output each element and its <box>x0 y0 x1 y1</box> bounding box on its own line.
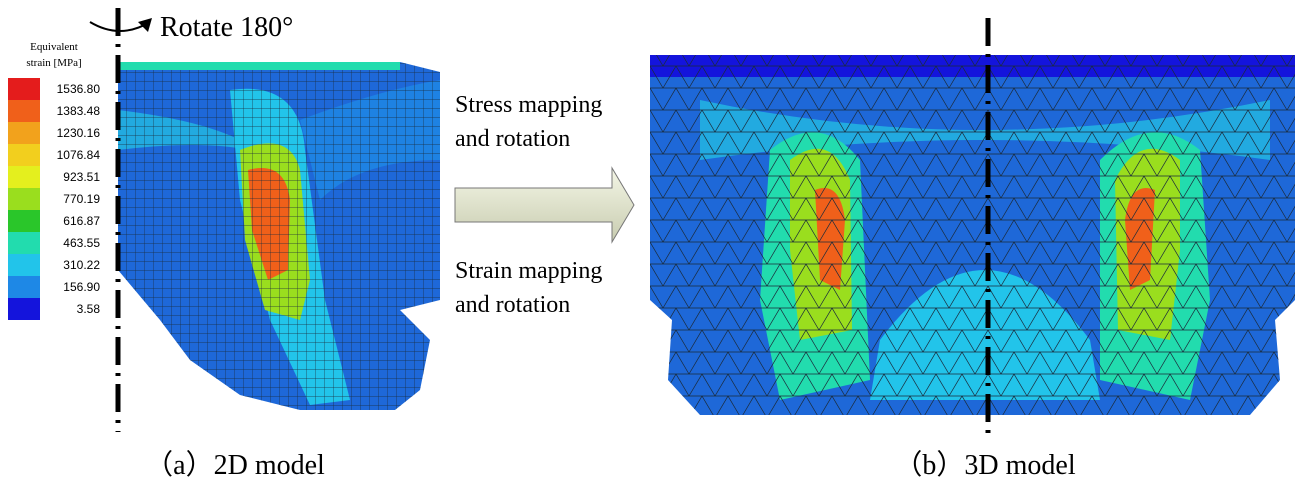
legend-label: 463.55 <box>63 236 100 250</box>
legend-label: 616.87 <box>63 214 100 228</box>
legend-label: 310.22 <box>63 258 100 272</box>
rotate-arrowhead <box>138 18 152 32</box>
legend-swatch <box>8 232 40 254</box>
figure: Equivalent strain [MPa] 1536.80 1383.48 12… <box>0 0 1295 482</box>
mesh-lines <box>650 55 1295 415</box>
panel-caption: （a）2D model <box>145 449 325 481</box>
legend-title: Equivalent <box>30 41 78 53</box>
arrow-label: and rotation <box>455 126 570 152</box>
legend-label: 1536.80 <box>57 82 101 96</box>
legend-swatch <box>8 210 40 232</box>
legend-swatch <box>8 276 40 298</box>
legend-label: 923.51 <box>63 170 100 184</box>
panel-caption: （b）3D model <box>894 449 1075 481</box>
legend-swatch <box>8 188 40 210</box>
legend-swatch <box>8 298 40 320</box>
legend-label: 1230.16 <box>57 126 101 140</box>
mesh-lines <box>118 62 440 410</box>
arrow-label: Stress mapping <box>455 92 602 118</box>
arrow-label: Strain mapping <box>455 258 602 284</box>
model-2d <box>118 62 440 410</box>
rotate-label: Rotate 180° <box>160 12 293 43</box>
legend-swatch <box>8 122 40 144</box>
legend-swatch <box>8 166 40 188</box>
mapping-arrow <box>455 168 634 242</box>
legend-swatch <box>8 254 40 276</box>
legend-label: 3.58 <box>77 302 101 316</box>
legend-label: 1383.48 <box>57 104 101 118</box>
arrow-label: and rotation <box>455 292 570 318</box>
model-3d <box>650 55 1295 415</box>
legend-swatch <box>8 100 40 122</box>
legend: Equivalent strain [MPa] 1536.80 1383.48 12… <box>6 36 102 328</box>
strain-region <box>118 62 400 70</box>
legend-title: strain [MPa] <box>26 57 81 69</box>
legend-swatch <box>8 144 40 166</box>
legend-swatch <box>8 78 40 100</box>
legend-label: 770.19 <box>63 192 100 206</box>
legend-label: 1076.84 <box>57 148 101 162</box>
legend-label: 156.90 <box>63 280 100 294</box>
